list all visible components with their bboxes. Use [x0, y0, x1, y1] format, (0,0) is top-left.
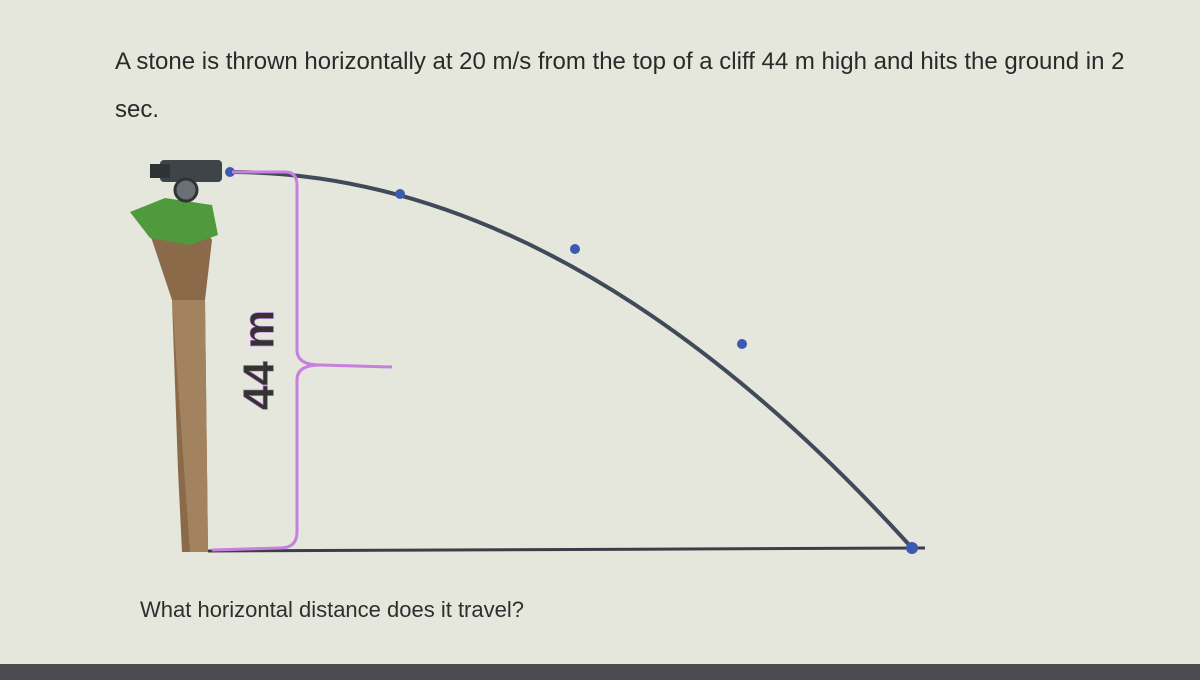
question: What horizontal distance does it travel?	[140, 597, 524, 622]
cannon-base	[150, 164, 170, 178]
trajectory-point	[737, 339, 747, 349]
height-label: 44 m	[235, 310, 284, 410]
problem-statement: A stone is thrown horizontally at 20 m/s…	[115, 48, 1125, 123]
cliff-face	[172, 300, 208, 552]
trajectory-point	[395, 189, 405, 199]
screen-bezel	[0, 664, 1200, 680]
trajectory-point	[225, 167, 235, 177]
cannon-barrel	[160, 160, 222, 182]
cannon-wheel	[173, 177, 199, 203]
bracket-tick	[319, 363, 393, 369]
trajectory	[229, 170, 914, 550]
cliff-grass	[130, 198, 218, 245]
trajectory-point	[570, 244, 580, 254]
trajectory-point	[906, 542, 918, 554]
ground-line	[207, 546, 926, 553]
